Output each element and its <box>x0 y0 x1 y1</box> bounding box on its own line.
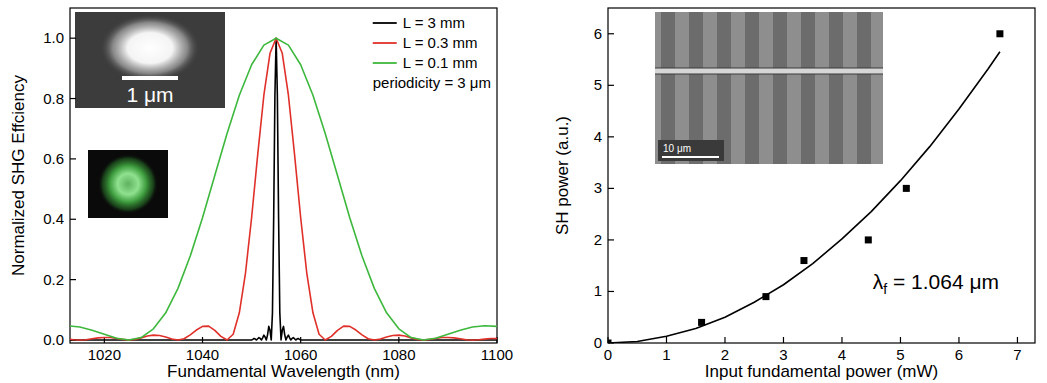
y-tick-label: 0 <box>594 334 602 351</box>
y-tick <box>608 136 614 137</box>
y-tick-label: 0.0 <box>43 331 64 348</box>
scatter-point <box>996 30 1003 37</box>
inset-waveguide-edge <box>655 74 883 75</box>
inset-waveguide-edge <box>655 68 883 69</box>
y-tick <box>70 158 76 159</box>
inset-sem-image <box>655 12 883 164</box>
x-tick-label: 1040 <box>186 346 219 363</box>
annotation-symbol: λ <box>873 270 884 293</box>
y-tick <box>608 33 614 34</box>
x-tick <box>1017 337 1018 343</box>
inset-mode-spot <box>100 14 200 82</box>
x-tick <box>841 337 842 343</box>
legend-swatch <box>373 42 397 44</box>
y-tick <box>608 85 614 86</box>
x-axis-title: Input fundamental power (mW) <box>705 362 938 381</box>
y-tick-label: 1 <box>594 282 602 299</box>
x-tick-label: 1 <box>662 346 670 363</box>
legend-swatch <box>373 22 397 24</box>
scatter-point <box>800 257 807 264</box>
y-tick-label: 0.6 <box>43 150 64 167</box>
legend-swatch <box>373 62 397 64</box>
data-group <box>608 30 1003 343</box>
y-tick-label: 4 <box>594 128 602 145</box>
y-tick <box>608 291 614 292</box>
inset-sem-stripe <box>773 12 787 164</box>
x-tick-label: 5 <box>896 346 904 363</box>
x-tick <box>783 337 784 343</box>
x-tick-label: 2 <box>721 346 729 363</box>
inset-scale-patch <box>658 140 724 161</box>
inset-mode-image <box>75 12 225 108</box>
x-tick <box>958 337 959 343</box>
y-axis-title: Normalized SHG Effciency <box>9 75 28 276</box>
annotation: λf = 1.064 μm <box>873 270 999 297</box>
legend-label: L = 3 mm <box>403 14 465 31</box>
y-tick <box>70 38 76 39</box>
inset-sh-spot <box>98 154 158 214</box>
y-axis-title: SH power (a.u.) <box>553 116 572 235</box>
inset-scale-bar <box>662 156 719 158</box>
scatter-point <box>865 236 872 243</box>
inset-sem-stripe <box>745 12 759 164</box>
x-tick-label: 3 <box>779 346 787 363</box>
y-tick-label: 0.2 <box>43 271 64 288</box>
x-tick <box>666 337 667 343</box>
inset-sem-stripe <box>829 12 843 164</box>
figure: 1 μm102010401060108011000.00.20.40.60.81… <box>0 0 1047 383</box>
inset-waveguide <box>655 68 883 74</box>
y-tick <box>608 239 614 240</box>
x-tick-label: 1020 <box>88 346 121 363</box>
x-tick-label: 7 <box>1013 346 1021 363</box>
line-series <box>70 38 497 340</box>
plot-frame <box>608 8 1035 343</box>
inset-scale-label: 1 μm <box>126 83 173 106</box>
y-tick <box>608 188 614 189</box>
x-tick-label: 1100 <box>481 346 513 363</box>
y-tick <box>70 219 76 220</box>
line-series <box>70 38 497 340</box>
x-tick-label: 4 <box>838 346 846 363</box>
x-tick <box>724 337 725 343</box>
legend-label: L = 0.3 mm <box>403 34 478 51</box>
scatter-point <box>903 185 910 192</box>
legend-label: L = 0.1 mm <box>403 54 478 71</box>
y-tick-label: 0.8 <box>43 90 64 107</box>
data-group <box>70 38 497 340</box>
line-series <box>608 52 1000 343</box>
inset-sh-image <box>88 150 168 218</box>
chart-panel: 10 μm 0 1 2 3 4 5 6 7 0 1 2 3 4 5 6 Input fundamental po… <box>553 8 1035 381</box>
inset-scale-label: 10 μm <box>663 143 691 154</box>
y-tick <box>70 279 76 280</box>
x-tick-label: 6 <box>955 346 963 363</box>
x-tick-label: 1060 <box>284 346 317 363</box>
y-tick-label: 6 <box>594 25 602 42</box>
line-series <box>70 38 497 340</box>
chart-panel: 1 μm 1020 1040 1060 1080 1100 0.0 0.2 0.4 0.6 0.8 1… <box>9 8 513 381</box>
x-tick <box>900 337 901 343</box>
y-tick-label: 0.4 <box>43 210 64 227</box>
annotation-text: = 1.064 μm <box>887 270 999 293</box>
legend-note: periodicity = 3 μm <box>373 74 491 91</box>
y-tick <box>70 98 76 99</box>
inset-sem-stripe <box>801 12 815 164</box>
inset-scale-bar <box>122 76 178 80</box>
y-tick-label: 2 <box>594 231 602 248</box>
x-axis-title: Fundamental Wavelength (nm) <box>167 362 400 381</box>
inset-sem-stripe <box>857 12 871 164</box>
y-tick-label: 1.0 <box>43 29 64 46</box>
x-tick-label: 1080 <box>382 346 415 363</box>
y-tick-label: 5 <box>594 76 602 93</box>
x-tick-label: 0 <box>604 346 612 363</box>
legend: L = 3 mm L = 0.3 mm L = 0.1 mm periodicity … <box>373 14 491 91</box>
y-tick-label: 3 <box>594 179 602 196</box>
